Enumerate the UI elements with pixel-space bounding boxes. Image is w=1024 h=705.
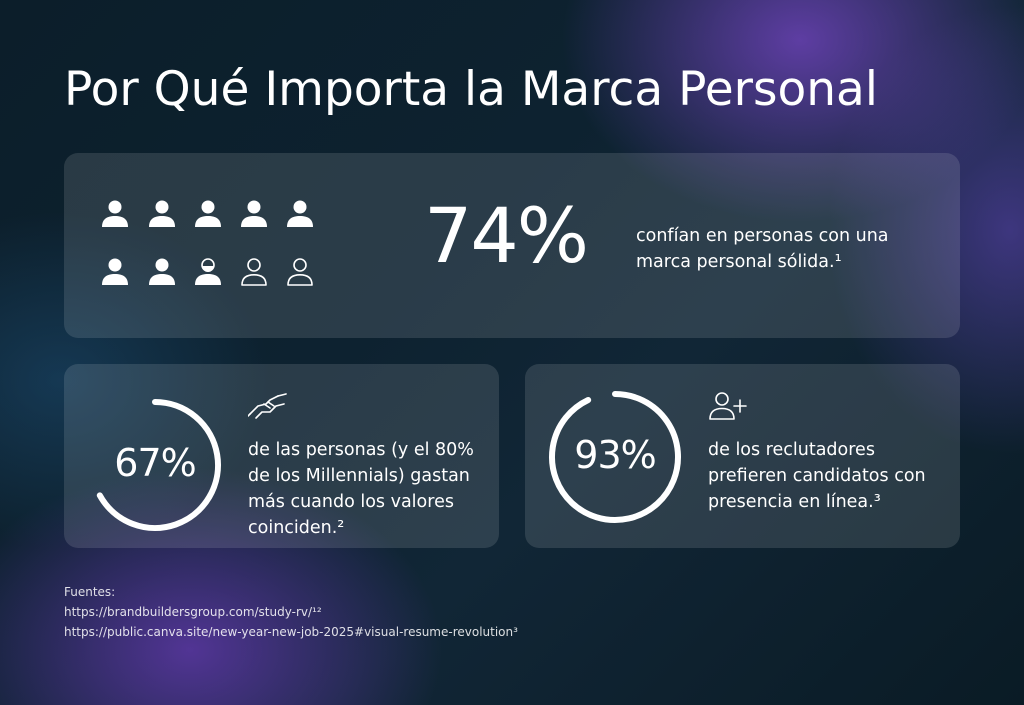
source-link[interactable]: https://brandbuildersgroup.com/study-rv/… xyxy=(64,605,322,619)
person-outline-icon xyxy=(241,258,267,286)
person-filled-icon xyxy=(195,200,221,227)
trust-stat-description: confían en personas con una marca person… xyxy=(636,226,889,272)
person-outline-icon xyxy=(287,258,313,286)
person-filled-icon xyxy=(149,200,175,227)
sources-heading: Fuentes: xyxy=(64,585,116,599)
page-title: Por Qué Importa la Marca Personal xyxy=(64,62,878,117)
person-filled-icon xyxy=(149,258,175,285)
person-filled-icon xyxy=(287,200,313,227)
person-filled-icon xyxy=(241,200,267,227)
handshake-icon xyxy=(248,393,287,419)
recruiters-stat-description: de los reclutadores prefieren candidatos… xyxy=(708,440,926,512)
person-filled-icon xyxy=(102,200,128,227)
trust-stat-card xyxy=(64,153,960,338)
recruiters-progress-ring xyxy=(549,391,681,523)
recruiters-stat-value: 93% xyxy=(574,433,656,477)
values-progress-ring xyxy=(96,399,221,531)
values-stat-description: de las personas (y el 80% de los Millenn… xyxy=(248,440,474,538)
people-icon-grid xyxy=(100,198,330,298)
trust-stat-value: 74% xyxy=(424,191,589,280)
source-link[interactable]: https://public.canva.site/new-year-new-j… xyxy=(64,625,518,639)
person-half-icon xyxy=(195,258,221,285)
values-stat-value: 67% xyxy=(114,441,196,485)
sources-section: Fuentes: https://brandbuildersgroup.com/… xyxy=(64,582,518,642)
user-plus-icon xyxy=(709,392,747,420)
person-filled-icon xyxy=(102,258,128,285)
